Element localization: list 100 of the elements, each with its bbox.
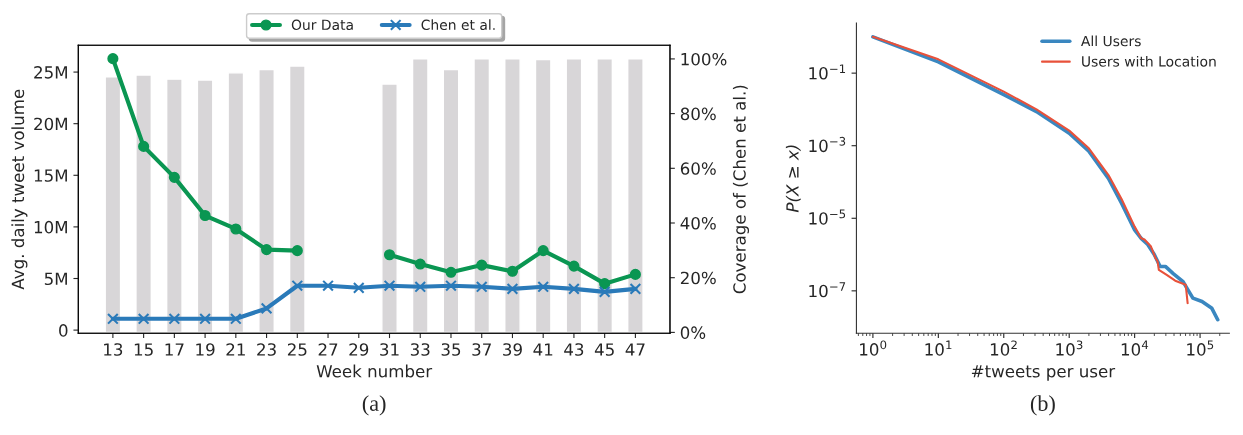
- y2-tick-label: 0%: [680, 326, 706, 339]
- point: [445, 279, 457, 292]
- point: [537, 245, 549, 257]
- x-tick-label: 10$^{3}$: [1056, 340, 1083, 356]
- bar: [627, 58, 644, 334]
- y2-tick-label: 60%: [680, 162, 716, 175]
- y2-tick-label: 20%: [680, 271, 716, 285]
- y2-tick-label: 80%: [680, 107, 716, 121]
- y-tick-label: 10$^{−1}$: [809, 64, 846, 80]
- point: [506, 282, 519, 295]
- point: [291, 245, 303, 257]
- y2-tick-label: 40%: [680, 216, 716, 230]
- y-tick-label: 5M: [44, 272, 67, 286]
- y-tick-label: 10$^{−5}$: [809, 209, 846, 225]
- point: [506, 265, 519, 277]
- y-tick-label: 15M: [34, 169, 67, 182]
- bar: [227, 72, 245, 334]
- legend-label: Our Data: [291, 19, 353, 31]
- point: [199, 312, 211, 325]
- x-tick-label: 10$^{4}$: [1121, 340, 1149, 356]
- x-tick-label: 17: [165, 343, 184, 356]
- x-tick-label: 47: [625, 343, 645, 356]
- x-tick-label: 35: [441, 343, 461, 356]
- point: [629, 268, 641, 280]
- bar: [135, 74, 153, 334]
- point: [568, 282, 580, 295]
- x-tick-label: 25: [287, 343, 307, 356]
- point: [568, 260, 580, 272]
- y-axis-title: P(X ≥ x): [785, 145, 801, 213]
- point: [229, 312, 242, 325]
- bar: [411, 58, 429, 334]
- y-tick-label: 10$^{−3}$: [809, 136, 846, 153]
- point: [629, 282, 642, 295]
- point: [352, 281, 365, 294]
- legend-label: Chen et al.: [421, 19, 495, 31]
- x-tick-label: 10$^{1}$: [925, 340, 952, 356]
- point: [383, 279, 396, 292]
- point: [199, 209, 211, 222]
- bar: [104, 75, 122, 334]
- y-tick-label: 0: [59, 324, 68, 337]
- point: [537, 280, 550, 293]
- x-axis-title: Week number: [316, 364, 433, 378]
- point: [599, 278, 611, 290]
- point: [261, 244, 273, 256]
- text: (a): [362, 395, 386, 416]
- x-tick-label: 23: [257, 343, 276, 356]
- x-tick-label: 41: [533, 343, 553, 356]
- point: [137, 312, 150, 325]
- y-tick-label: 20M: [34, 117, 67, 131]
- x-tick-label: 10$^{0}$: [860, 340, 887, 356]
- x-tick-label: 29: [349, 343, 369, 356]
- x-tick-label: 31: [380, 343, 399, 356]
- x-tick-label: 45: [594, 343, 614, 356]
- x-tick-label: 21: [226, 343, 245, 356]
- point: [168, 171, 180, 183]
- point: [107, 53, 119, 65]
- x-tick-label: 37: [472, 343, 491, 356]
- bar: [196, 79, 214, 334]
- point: [445, 266, 457, 278]
- point: [414, 258, 426, 270]
- y2-tick-label: 100%: [681, 52, 727, 66]
- y-tick-label: 10$^{−7}$: [809, 282, 846, 298]
- point: [291, 279, 304, 292]
- bar: [381, 83, 398, 334]
- point: [138, 140, 150, 152]
- x-tick-label: 10$^{5}$: [1187, 340, 1214, 356]
- legend-label: All Users: [1081, 35, 1141, 47]
- point: [383, 249, 396, 261]
- text: (b): [1030, 395, 1055, 416]
- y-tick-label: 25M: [34, 66, 67, 79]
- x-tick-label: 39: [503, 343, 522, 356]
- point: [260, 302, 273, 315]
- legend-label: Users with Location: [1082, 55, 1216, 67]
- bar: [534, 58, 552, 334]
- x-tick-label: 10$^{2}$: [990, 340, 1017, 356]
- x-axis-title: #tweets per user: [971, 365, 1116, 381]
- x-tick-label: 19: [196, 343, 215, 356]
- point: [475, 280, 488, 293]
- x-tick-label: 43: [564, 343, 584, 356]
- x-tick-label: 15: [134, 343, 153, 356]
- point: [414, 280, 427, 293]
- x-tick-label: 33: [410, 343, 430, 356]
- bar: [596, 58, 614, 334]
- bar: [473, 58, 491, 334]
- y-tick-label: 10M: [34, 220, 67, 234]
- point: [106, 312, 119, 325]
- bar: [288, 65, 306, 334]
- bar: [442, 68, 460, 334]
- bar: [504, 58, 521, 334]
- bar: [258, 68, 275, 334]
- point: [598, 286, 611, 298]
- point: [322, 279, 334, 292]
- y2-axis-title: Coverage of (Chen et al.): [732, 85, 750, 294]
- bar: [165, 78, 183, 334]
- point: [168, 312, 181, 325]
- y-axis-title: Avg. daily tweet volume: [11, 89, 28, 290]
- bar: [565, 58, 583, 334]
- point: [230, 223, 242, 235]
- x-tick-label: 27: [318, 343, 338, 356]
- x-tick-label: 13: [104, 343, 123, 356]
